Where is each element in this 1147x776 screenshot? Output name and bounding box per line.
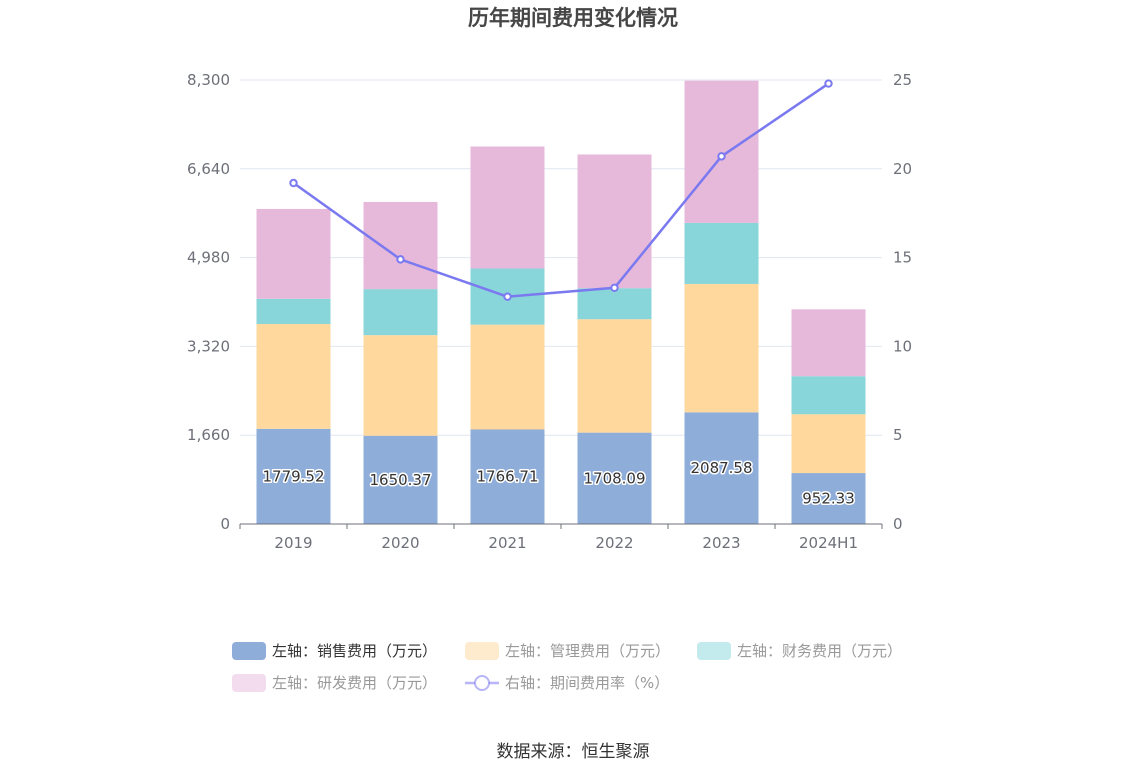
bar-admin: [684, 283, 759, 413]
left-tick-label: 3,320: [187, 337, 230, 355]
legend-item-admin[interactable]: 左轴：管理费用（万元）: [465, 642, 670, 660]
legend-label: 左轴：管理费用（万元）: [505, 642, 670, 660]
legend-label: 左轴：财务费用（万元）: [737, 642, 902, 660]
legend-label: 左轴：销售费用（万元）: [272, 642, 437, 660]
bar-admin: [577, 319, 652, 433]
right-tick-label: 20: [893, 160, 912, 178]
bar-admin: [470, 324, 545, 430]
chart-title: 历年期间费用变化情况: [468, 6, 678, 30]
rate-point: [824, 79, 833, 88]
rate-line-path: [292, 82, 830, 298]
legend-swatch: [232, 642, 266, 660]
legend-marker: [474, 675, 490, 691]
grid-lines: [240, 79, 882, 436]
bar-sales: [256, 428, 331, 524]
bar-finance: [363, 289, 438, 336]
bar-rd: [363, 201, 438, 290]
bar-admin: [363, 335, 438, 436]
legend-item-rd[interactable]: 左轴：研发费用（万元）: [232, 674, 437, 692]
data-labels: 1779.52 1650.37 1766.71 1708.09 2087.58 952.3…: [261, 458, 856, 509]
right-tick-label: 15: [893, 249, 912, 267]
x-tick-label: 2024H1: [799, 534, 858, 552]
bar-rd: [684, 80, 759, 223]
bar-rd: [256, 208, 331, 299]
legend-swatch: [232, 674, 266, 692]
sales-data-label: 1779.52: [262, 467, 324, 485]
sales-data-label: 1708.09: [583, 469, 645, 487]
legend-label: 左轴：研发费用（万元）: [272, 674, 437, 692]
legend-swatch: [697, 642, 731, 660]
bar-finance: [791, 376, 866, 415]
x-tick-label: 2023: [702, 534, 740, 552]
bar-rd: [791, 309, 866, 377]
bar-finance: [256, 298, 331, 324]
left-tick-label: 4,980: [187, 249, 230, 267]
bar-sales: [470, 429, 545, 524]
bars: [256, 80, 866, 524]
right-axis-ticks: 0 5 10 15 20 25: [893, 71, 912, 533]
bar-rd: [470, 146, 545, 269]
sales-data-label: 1766.71: [476, 468, 538, 486]
right-tick-label: 10: [893, 337, 912, 355]
x-axis-ticks: 2019 2020 2021 2022 2023 2024H1: [239, 524, 883, 552]
x-tick-label: 2019: [274, 534, 312, 552]
rate-point: [610, 283, 619, 292]
right-tick-label: 5: [893, 426, 903, 444]
bar-sales: [363, 435, 438, 524]
bar-admin: [256, 323, 331, 429]
legend-item-finance[interactable]: 左轴：财务费用（万元）: [697, 642, 902, 660]
bar-finance: [577, 288, 652, 320]
legend-label: 右轴：期间费用率（%）: [505, 674, 669, 692]
left-tick-label: 0: [220, 515, 230, 533]
right-tick-label: 0: [893, 515, 903, 533]
left-axis-ticks: 0 1,660 3,320 4,980 6,640 8,300: [187, 71, 230, 533]
bar-admin: [791, 414, 866, 474]
source-text: 数据来源：恒生聚源: [497, 742, 650, 762]
rate-point: [717, 152, 726, 161]
left-tick-label: 8,300: [187, 71, 230, 89]
sales-data-label: 952.33: [802, 490, 855, 508]
bar-rd: [577, 154, 652, 289]
bar-finance: [684, 222, 759, 284]
legend[interactable]: 左轴：销售费用（万元） 左轴：管理费用（万元） 左轴：财务费用（万元） 左轴：研发费用…: [232, 642, 902, 692]
legend-item-rate[interactable]: 右轴：期间费用率（%）: [465, 674, 669, 692]
legend-swatch: [465, 642, 499, 660]
rate-point: [289, 178, 298, 188]
bar-sales: [791, 473, 866, 524]
sales-data-label: 2087.58: [690, 459, 752, 477]
left-tick-label: 6,640: [187, 160, 230, 178]
sales-data-label: 1650.37: [369, 471, 431, 489]
rate-line: [289, 79, 833, 301]
bar-sales: [684, 412, 759, 524]
x-tick-label: 2020: [381, 534, 419, 552]
bar-sales: [577, 432, 652, 524]
rate-point: [503, 292, 512, 301]
legend-item-sales[interactable]: 左轴：销售费用（万元）: [232, 642, 437, 660]
rate-point: [396, 255, 405, 264]
left-tick-label: 1,660: [187, 426, 230, 444]
x-tick-label: 2021: [488, 534, 526, 552]
x-tick-label: 2022: [595, 534, 633, 552]
right-tick-label: 25: [893, 71, 912, 89]
